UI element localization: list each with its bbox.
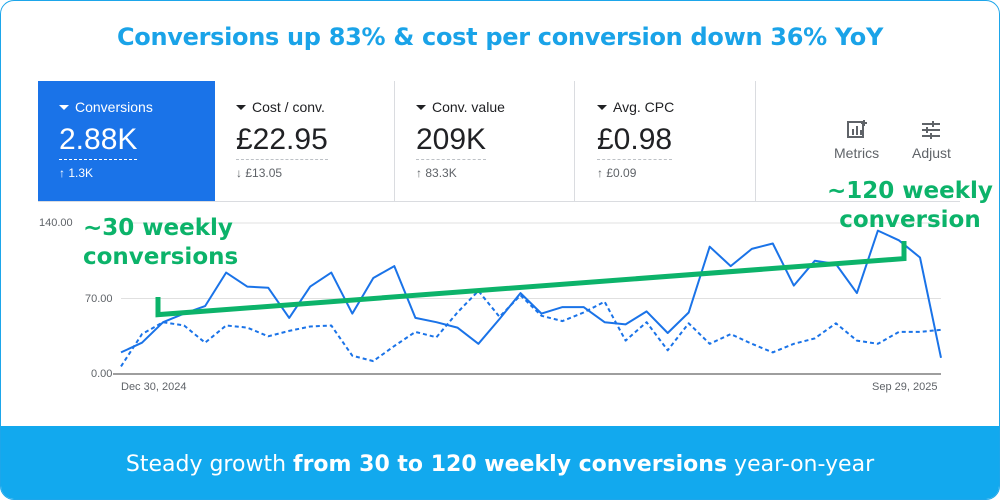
- annotation-line: ~30 weekly: [83, 215, 233, 241]
- metric-change: ↓ £13.05: [236, 166, 394, 180]
- metric-change-value: £0.09: [606, 166, 637, 180]
- metric-change: ↑ 1.3K: [59, 166, 215, 180]
- metrics-button[interactable]: Metrics: [834, 119, 879, 161]
- x-tick-start: Dec 30, 2024: [121, 381, 187, 393]
- metric-value: £0.98: [597, 123, 673, 160]
- metric-tile-avg-cpc[interactable]: Avg. CPC £0.98 ↑ £0.09: [576, 81, 756, 201]
- metric-label: Conv. value: [432, 99, 505, 115]
- metric-label: Conversions: [75, 99, 153, 115]
- adjust-button[interactable]: Adjust: [912, 119, 951, 161]
- arrow-down-icon: ↓: [236, 166, 242, 180]
- headline: Conversions up 83% & cost per conversion…: [116, 23, 884, 51]
- arrow-up-icon: ↑: [59, 166, 65, 180]
- y-tick-0: 0.00: [91, 368, 113, 380]
- metric-tile-conv-value[interactable]: Conv. value 209K ↑ 83.3K: [395, 81, 575, 201]
- x-tick-end: Sep 29, 2025: [872, 381, 938, 393]
- metric-change-value: 1.3K: [68, 166, 94, 180]
- series-line-current: [120, 229, 942, 359]
- metric-change-value: £13.05: [245, 166, 283, 180]
- series-line-previous: [120, 289, 942, 367]
- metric-value: 2.88K: [59, 123, 138, 160]
- metrics-label: Metrics: [834, 145, 880, 161]
- dropdown-icon: [59, 104, 69, 110]
- metric-tile-cost-per-conv[interactable]: Cost / conv. £22.95 ↓ £13.05: [215, 81, 395, 201]
- metric-change-value: 83.3K: [425, 166, 457, 180]
- dropdown-icon: [236, 104, 246, 110]
- dropdown-icon: [416, 104, 426, 110]
- metric-tile-conversions[interactable]: Conversions 2.88K ↑ 1.3K: [38, 81, 215, 201]
- dropdown-icon: [597, 104, 607, 110]
- metric-value: 209K: [416, 123, 487, 160]
- annotation-line: conversion: [839, 207, 981, 233]
- chart-plus-icon: [846, 120, 867, 138]
- y-tick-70: 70.00: [85, 293, 113, 305]
- metric-change: ↑ £0.09: [597, 166, 755, 180]
- metric-tiles: Conversions 2.88K ↑ 1.3K Cost / conv. £2…: [38, 81, 960, 202]
- annotation-line: ~120 weekly: [827, 178, 993, 204]
- banner-bold: from 30 to 120 weekly conversions: [293, 452, 728, 477]
- annotation-right: ~120 weekly conversion: [827, 177, 993, 235]
- annotation-left: ~30 weekly conversions: [83, 214, 238, 272]
- arrow-up-icon: ↑: [597, 166, 603, 180]
- annotation-line: conversions: [83, 244, 239, 270]
- metric-change: ↑ 83.3K: [416, 166, 574, 180]
- arrow-up-icon: ↑: [416, 166, 422, 180]
- adjust-label: Adjust: [912, 145, 951, 161]
- metric-value: £22.95: [236, 123, 328, 160]
- trend-line: [155, 241, 907, 318]
- banner-text: Steady growth: [125, 452, 294, 477]
- summary-banner: Steady growth from 30 to 120 weekly conv…: [1, 426, 999, 499]
- y-tick-140: 140.00: [39, 217, 73, 229]
- metric-label: Cost / conv.: [252, 99, 325, 115]
- metric-label: Avg. CPC: [613, 99, 675, 115]
- sliders-icon: [922, 121, 941, 139]
- banner-text-end: year-on-year: [727, 452, 875, 477]
